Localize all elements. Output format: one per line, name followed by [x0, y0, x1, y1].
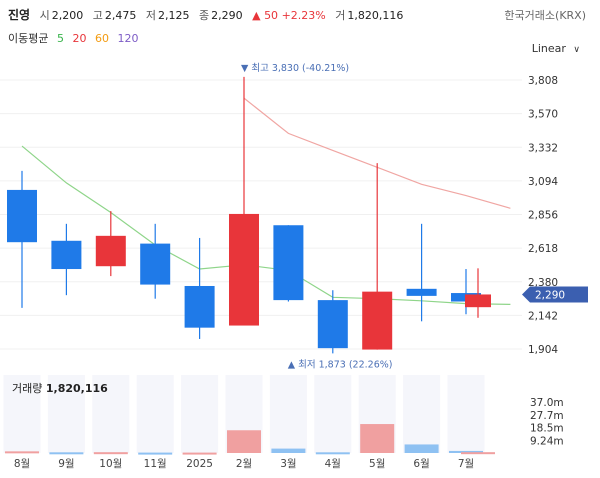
- candle-body: [229, 213, 259, 326]
- volume-bar: [449, 450, 483, 453]
- candle-body: [51, 240, 82, 270]
- volume-title: 거래량 1,820,116: [12, 380, 108, 396]
- close-value: 2,290: [211, 9, 243, 22]
- price-tick-label: 3,094: [528, 176, 558, 188]
- time-tick-label: 5월: [369, 458, 385, 470]
- volume-tick-label: 37.0m: [530, 397, 564, 409]
- volume-bars: [3, 375, 495, 455]
- time-tick-label: 9월: [58, 458, 74, 470]
- ma-5[interactable]: 5: [56, 32, 64, 45]
- high-annotation: ▼ 최고 3,830 (-40.21%): [241, 63, 349, 74]
- candle-body: [406, 288, 437, 296]
- volume-column: [92, 375, 130, 453]
- annotations: ▼ 최고 3,830 (-40.21%) ▲ 최저 1,873 (22.26%): [241, 63, 392, 370]
- price-tick-label: 2,856: [528, 210, 558, 222]
- open-value: 2,200: [51, 9, 84, 22]
- candle-body: [317, 300, 348, 349]
- volume-bar: [49, 452, 84, 455]
- current-price-tag: [522, 286, 588, 303]
- candle-body: [184, 285, 215, 328]
- high-label: 고: [92, 9, 103, 22]
- time-tick-label: 3월: [280, 458, 296, 470]
- moving-average-label: 이동평균: [8, 32, 49, 45]
- grid-lines: [0, 79, 522, 350]
- stock-name: 진영: [8, 8, 31, 22]
- scale-selector[interactable]: Linear ∨: [532, 42, 580, 55]
- moving-average-legend[interactable]: 이동평균 5 20 60 120: [8, 30, 143, 46]
- volume-column: [314, 375, 352, 453]
- price-tick-label: 3,332: [528, 142, 558, 154]
- volume-title-value: 1,820,116: [45, 382, 108, 395]
- low-annotation: ▲ 최저 1,873 (22.26%): [288, 359, 393, 370]
- volume-bar: [182, 452, 217, 455]
- ma-120[interactable]: 120: [117, 32, 139, 45]
- volume-bar: [138, 452, 173, 455]
- volume-column: [447, 375, 485, 453]
- time-tick-label: 2025: [186, 458, 213, 470]
- volume-bar: [227, 430, 261, 453]
- low-value: 2,125: [157, 9, 190, 22]
- current-price-label: 2,290: [535, 289, 565, 301]
- price-tick-label: 3,570: [528, 109, 558, 121]
- price-axis: 3,808 3,570 3,332 3,094 2,856 2,618 2,380 2,142…: [522, 75, 588, 356]
- candles: [7, 76, 491, 354]
- price-tick-label: 3,808: [528, 75, 558, 87]
- candle-body: [465, 294, 491, 308]
- open-label: 시: [39, 9, 50, 22]
- volume-column: [269, 375, 307, 453]
- volume-column: [181, 375, 219, 453]
- low-label: 저: [145, 9, 156, 22]
- data-source: 한국거래소(KRX): [504, 9, 586, 22]
- candle-body: [95, 235, 126, 267]
- moving-average-lines: [21, 97, 511, 305]
- volume-tick-label: 9.24m: [530, 435, 564, 447]
- price-tick-label: 2,142: [528, 310, 558, 322]
- volume-tick-label: 18.5m: [530, 423, 564, 435]
- time-tick-label: 6월: [413, 458, 429, 470]
- candle-body: [140, 243, 171, 285]
- time-tick-label: 4월: [325, 458, 341, 470]
- volume-tick-label: 27.7m: [530, 410, 564, 422]
- volume-bar: [271, 448, 306, 453]
- volume-bar: [360, 424, 395, 453]
- volume-bar: [404, 444, 439, 453]
- high-value: 2,475: [104, 9, 137, 22]
- time-tick-label: 7월: [458, 458, 474, 470]
- price-tick-label: 2,618: [528, 243, 558, 255]
- volume-column: [47, 375, 85, 453]
- ma5-line: [21, 145, 511, 305]
- change-percent: +2.23%: [281, 9, 326, 22]
- time-tick-label: 11월: [144, 458, 167, 470]
- close-label: 종: [198, 9, 210, 22]
- volume-column: [136, 375, 174, 453]
- chevron-down-icon: ∨: [573, 45, 580, 55]
- candle-body: [362, 291, 393, 350]
- ma-60[interactable]: 60: [94, 32, 109, 45]
- change-arrow-icon: ▲: [252, 9, 261, 22]
- volume-bar: [315, 452, 350, 455]
- volume-column: [3, 375, 41, 453]
- time-tick-label: 8월: [14, 458, 30, 470]
- scale-label: Linear: [531, 42, 566, 55]
- volume-bar: [93, 452, 128, 455]
- volume-column: [403, 375, 441, 453]
- volume-bar: [461, 452, 495, 455]
- time-tick-label: 2월: [236, 458, 252, 470]
- volume-value: 1,820,116: [347, 9, 404, 22]
- time-axis: 8월 9월 10월 11월 2025 2월 3월 4월 5월 6월 7월: [14, 458, 474, 470]
- candle-body: [273, 225, 304, 301]
- time-tick-label: 10월: [99, 458, 122, 470]
- ma-20[interactable]: 20: [72, 32, 87, 45]
- volume-title-label: 거래량: [12, 382, 43, 395]
- change-value: 50: [264, 9, 279, 22]
- quote-header: 진영 시 2,200 고 2,475 저 2,125 종 2,290 ▲ 50 +2.2…: [8, 6, 409, 23]
- volume-bar: [5, 451, 39, 454]
- candle-body: [7, 189, 37, 243]
- price-tick-label: 2,380: [528, 277, 558, 289]
- price-tick-label: 1,904: [528, 344, 558, 356]
- volume-label: 거: [335, 9, 346, 22]
